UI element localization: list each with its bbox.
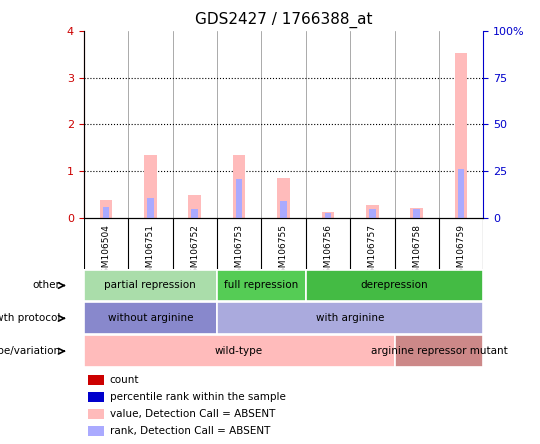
Text: percentile rank within the sample: percentile rank within the sample [110,392,286,402]
Text: GSM106755: GSM106755 [279,224,288,279]
Bar [87,392,104,402]
Bar [217,270,306,301]
Bar [395,335,483,367]
Bar [322,212,334,218]
Text: wild-type: wild-type [215,346,263,356]
Bar [414,209,420,218]
Bar [100,200,112,218]
Text: GSM106752: GSM106752 [190,224,199,278]
Text: GSM106757: GSM106757 [368,224,377,279]
Text: value, Detection Call = ABSENT: value, Detection Call = ABSENT [110,409,275,419]
Text: GSM106504: GSM106504 [102,224,110,278]
Text: full repression: full repression [224,281,299,290]
Text: GSM106756: GSM106756 [323,224,333,279]
Text: genotype/variation: genotype/variation [0,346,60,356]
Bar [84,270,217,301]
Text: count: count [110,375,139,385]
Bar [87,375,104,385]
Title: GDS2427 / 1766388_at: GDS2427 / 1766388_at [195,12,372,28]
Bar [103,207,109,218]
Text: GSM106759: GSM106759 [457,224,465,279]
Text: GSM106753: GSM106753 [234,224,244,279]
Bar [87,409,104,419]
Bar [306,270,483,301]
Text: GSM106758: GSM106758 [412,224,421,279]
Bar [233,155,245,218]
Text: other: other [32,281,60,290]
Bar [455,53,467,218]
Text: rank, Detection Call = ABSENT: rank, Detection Call = ABSENT [110,426,270,436]
Bar [84,335,395,367]
Bar [277,178,290,218]
Bar [84,302,217,334]
Text: without arginine: without arginine [107,313,193,323]
Text: arginine repressor mutant: arginine repressor mutant [370,346,507,356]
Bar [144,155,157,218]
Bar [87,426,104,436]
Bar [217,302,483,334]
Bar [147,198,154,218]
Bar [410,208,423,218]
Text: GSM106751: GSM106751 [146,224,155,279]
Bar [188,195,201,218]
Text: partial repression: partial repression [104,281,196,290]
Bar [458,169,464,218]
Bar [369,209,376,218]
Bar [325,213,331,218]
Bar [236,179,242,218]
Bar [366,205,379,218]
Text: derepression: derepression [361,281,428,290]
Text: growth protocol: growth protocol [0,313,60,323]
Text: with arginine: with arginine [316,313,384,323]
Bar [280,201,287,218]
Bar [191,209,198,218]
